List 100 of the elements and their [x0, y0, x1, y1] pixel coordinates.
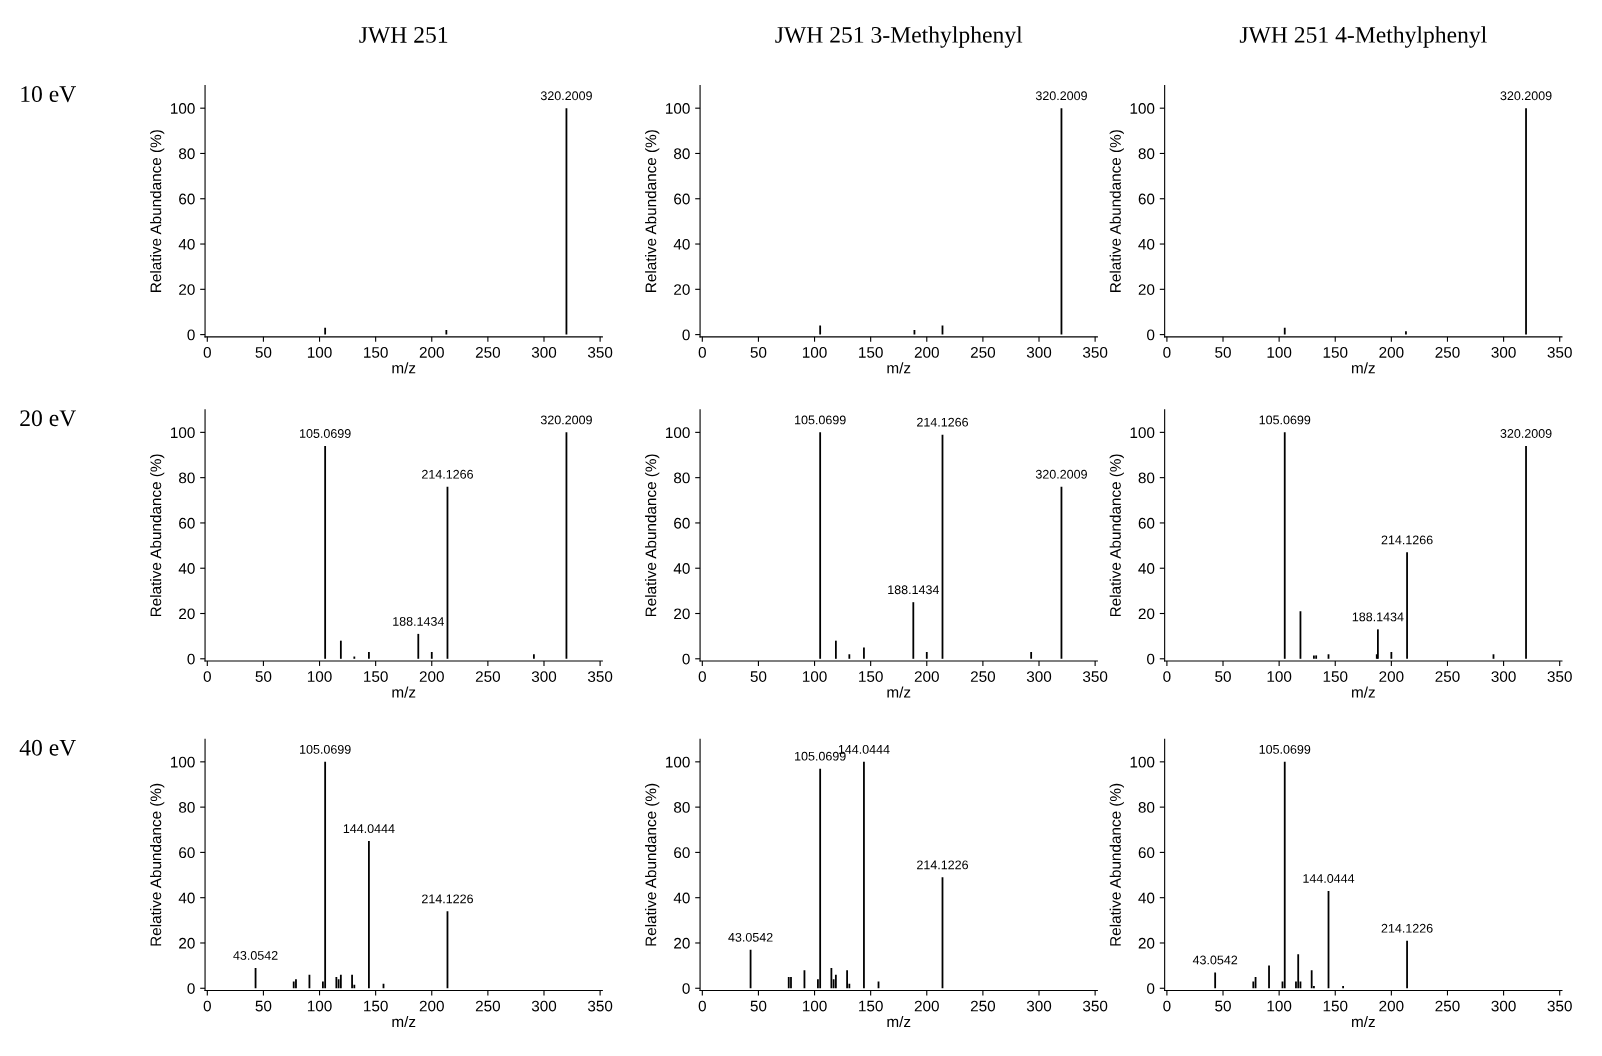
annotation: 214.1226 — [1381, 923, 1433, 933]
x-axis-title: m/z — [887, 362, 911, 374]
x-tick-label: 250 — [1435, 1000, 1460, 1012]
annotation: 320.2009 — [540, 415, 592, 425]
y-tick-label: 20 — [674, 284, 690, 295]
chart-subtitle: 40 eV — [19, 739, 76, 756]
y-tick-label: 20 — [674, 608, 690, 620]
x-tick-label: 50 — [750, 1000, 767, 1012]
x-tick-label: 150 — [859, 1000, 883, 1012]
y-tick-label: 60 — [1138, 517, 1155, 529]
annotation: 105.0699 — [1259, 415, 1311, 425]
x-axis-title: m/z — [887, 686, 911, 698]
y-tick-label: 20 — [1138, 937, 1155, 949]
y-axis-title: Relative Abundance (%) — [150, 783, 165, 946]
annotation: 320.2009 — [1035, 469, 1087, 479]
x-tick-label: 350 — [1547, 671, 1572, 682]
x-tick-label: 250 — [970, 346, 996, 358]
y-tick-label: 60 — [179, 847, 195, 859]
x-tick-label: 100 — [802, 1000, 827, 1012]
y-tick-label: 40 — [178, 238, 195, 250]
y-tick-label: 0 — [187, 653, 195, 665]
y-axis-title: Relative Abundance (%) — [1109, 130, 1124, 292]
y-tick-label: 40 — [178, 563, 195, 574]
y-tick-label: 0 — [187, 983, 195, 994]
y-tick-label: 100 — [666, 103, 690, 114]
annotation: 214.1266 — [422, 469, 473, 479]
y-tick-label: 40 — [673, 892, 690, 904]
x-tick-label: 250 — [970, 1000, 996, 1012]
x-tick-label: 100 — [802, 346, 827, 358]
y-tick-label: 80 — [179, 148, 195, 160]
annotation: 105.0699 — [1259, 744, 1311, 754]
y-tick-label: 80 — [674, 148, 690, 160]
y-tick-label: 20 — [179, 608, 195, 620]
y-tick-label: 40 — [1138, 563, 1155, 574]
x-tick-label: 100 — [307, 671, 332, 682]
chart-title: JWH 251 4-Methylphenyl — [1239, 26, 1487, 48]
x-tick-label: 350 — [587, 671, 613, 682]
y-tick-label: 40 — [673, 238, 690, 250]
y-tick-label: 100 — [666, 756, 690, 768]
chart-title: JWH 251 — [359, 27, 448, 43]
y-tick-label: 100 — [666, 427, 690, 439]
x-tick-label: 100 — [802, 671, 827, 682]
y-tick-label: 80 — [674, 472, 690, 484]
y-tick-label: 40 — [673, 563, 690, 574]
y-tick-label: 0 — [1147, 983, 1155, 994]
chart-title: JWH 251 3-Methylphenyl — [775, 26, 1023, 48]
x-tick-label: 150 — [364, 1000, 388, 1012]
annotation: 320.2009 — [1500, 429, 1552, 438]
x-tick-label: 0 — [698, 346, 706, 358]
x-tick-label: 0 — [203, 346, 211, 358]
x-tick-label: 100 — [1267, 346, 1292, 358]
annotation: 105.0699 — [795, 415, 846, 425]
y-axis-title: Relative Abundance (%) — [150, 130, 165, 292]
y-tick-label: 100 — [171, 756, 195, 768]
annotation: 144.0444 — [1303, 874, 1355, 883]
y-tick-label: 80 — [1138, 801, 1155, 813]
y-tick-label: 60 — [1138, 847, 1155, 859]
annotation: 188.1434 — [888, 585, 940, 595]
y-tick-label: 100 — [1130, 103, 1155, 114]
x-tick-label: 200 — [1379, 671, 1404, 682]
y-tick-label: 0 — [1147, 653, 1155, 665]
x-tick-label: 150 — [364, 671, 388, 682]
annotation: 320.2009 — [540, 91, 592, 101]
y-tick-label: 20 — [179, 937, 195, 949]
x-tick-label: 250 — [970, 671, 996, 682]
x-tick-label: 150 — [859, 671, 883, 682]
y-axis-title: Relative Abundance (%) — [645, 783, 660, 946]
x-tick-label: 300 — [1491, 671, 1516, 682]
x-tick-label: 50 — [255, 346, 272, 358]
annotation: 43.0542 — [728, 932, 773, 942]
x-tick-label: 150 — [364, 346, 388, 358]
x-tick-label: 200 — [1379, 346, 1404, 358]
y-tick-label: 60 — [674, 517, 690, 529]
x-tick-label: 300 — [1491, 346, 1516, 358]
annotation: 214.1226 — [422, 894, 473, 904]
y-tick-label: 100 — [1130, 756, 1155, 768]
x-axis-title: m/z — [1352, 686, 1375, 698]
x-tick-label: 200 — [419, 1000, 444, 1012]
y-axis-title: Relative Abundance (%) — [1109, 454, 1124, 617]
chart-subtitle: 20 eV — [20, 410, 76, 427]
x-axis-title: m/z — [392, 1015, 416, 1028]
x-tick-label: 0 — [1163, 671, 1171, 682]
x-tick-label: 200 — [914, 1000, 939, 1012]
y-tick-label: 60 — [179, 517, 195, 529]
y-tick-label: 0 — [682, 329, 690, 341]
annotation: 188.1434 — [393, 617, 444, 626]
x-tick-label: 50 — [750, 346, 767, 358]
x-tick-label: 50 — [1215, 1000, 1231, 1012]
x-tick-label: 250 — [1435, 346, 1460, 358]
y-axis-title: Relative Abundance (%) — [150, 454, 165, 617]
x-tick-label: 150 — [1323, 671, 1348, 682]
chart-subtitle: 10 eV — [21, 86, 76, 103]
y-tick-label: 60 — [674, 193, 690, 205]
annotation: 43.0542 — [233, 951, 278, 960]
y-tick-label: 80 — [1138, 148, 1155, 160]
annotation: 214.1266 — [917, 417, 969, 427]
x-tick-label: 100 — [307, 346, 332, 358]
annotation: 214.1226 — [917, 860, 969, 870]
y-tick-label: 100 — [171, 103, 195, 114]
x-tick-label: 200 — [1379, 1000, 1404, 1012]
